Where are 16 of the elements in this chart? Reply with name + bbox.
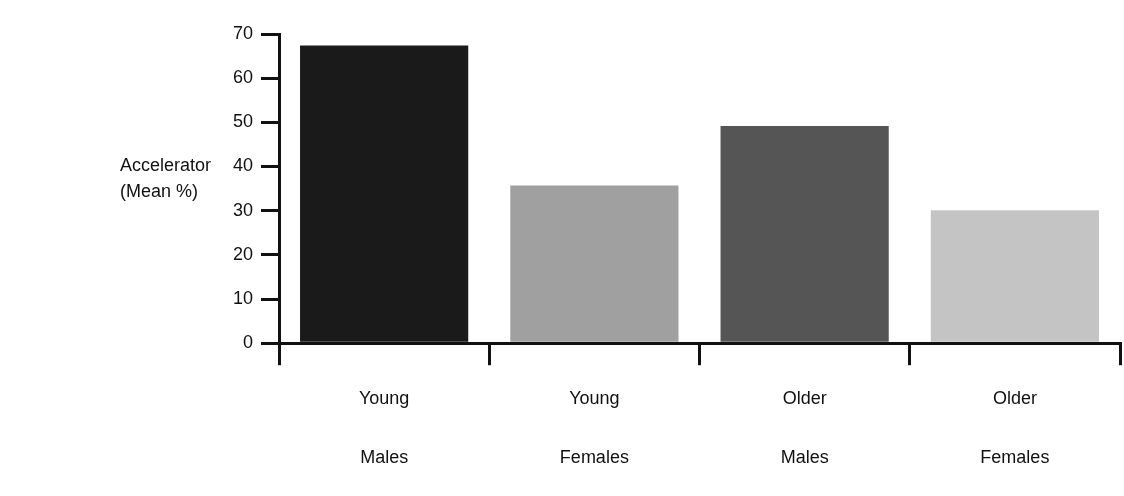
bar: [510, 185, 679, 342]
y-tick-label: 20: [232, 243, 254, 264]
y-tick-label: 50: [232, 111, 254, 132]
category-label: Young Males: [358, 387, 410, 468]
bar: [720, 125, 889, 342]
y-tick-label: 0: [243, 332, 254, 353]
y-tick-label: 30: [232, 199, 254, 220]
y-tick-label: 10: [232, 288, 254, 308]
y-tick-label: 40: [232, 155, 254, 176]
y-tick-label: 70: [232, 22, 254, 43]
category-label: Older Males: [780, 387, 829, 468]
bar: [930, 210, 1099, 342]
y-tick-label: 60: [232, 67, 254, 88]
y-axis-title: Accelerator (Mean %): [120, 155, 212, 201]
category-label: Older Females: [980, 387, 1050, 468]
category-label: Young Females: [559, 387, 629, 468]
